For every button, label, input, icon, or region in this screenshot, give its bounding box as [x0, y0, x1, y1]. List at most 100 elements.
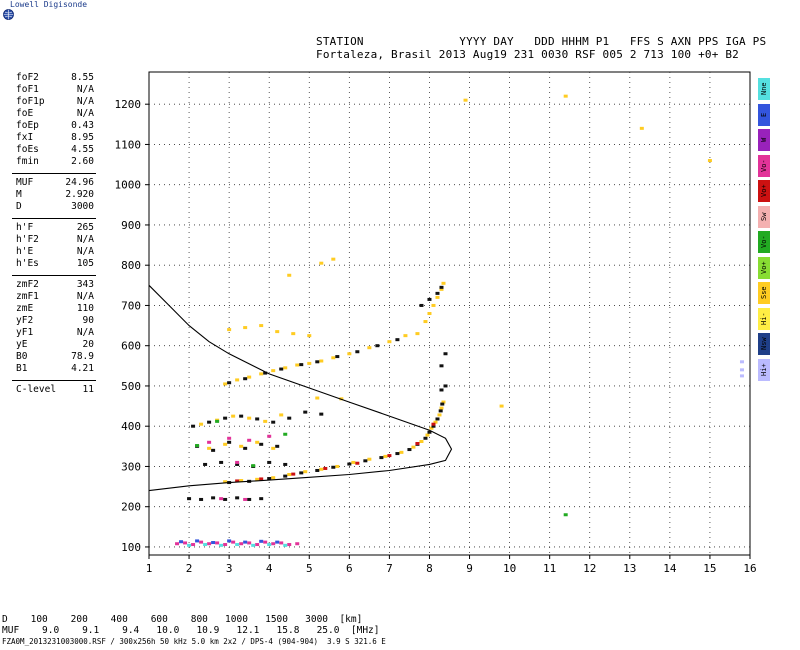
param-value: 105	[76, 258, 94, 269]
echo-mark	[187, 543, 192, 547]
echo-mark	[199, 422, 204, 426]
echo-mark	[215, 541, 220, 545]
echo-mark	[283, 543, 288, 547]
echo-mark	[259, 477, 264, 481]
echo-mark	[499, 404, 504, 408]
echo-mark	[255, 477, 260, 481]
param-row: fmin 2.60	[8, 156, 96, 168]
echo-mark	[211, 541, 216, 545]
echo-mark	[271, 476, 276, 480]
param-label: M	[16, 189, 22, 200]
echo-mark	[211, 496, 216, 500]
echo-mark	[199, 540, 204, 544]
echo-mark	[319, 467, 324, 471]
echo-mark	[235, 496, 240, 500]
echo-mark	[347, 352, 352, 356]
echo-mark	[303, 470, 308, 474]
param-label: zmE	[16, 303, 34, 314]
echo-mark	[283, 474, 288, 478]
param-label: zmF2	[16, 279, 39, 290]
x-tick-label: 11	[543, 562, 556, 575]
echo-mark	[295, 363, 300, 367]
echo-mark	[307, 334, 312, 338]
echo-mark	[331, 257, 336, 261]
echo-mark	[243, 446, 248, 450]
echo-mark	[299, 471, 304, 475]
echo-mark	[243, 326, 248, 330]
echo-mark	[279, 367, 284, 371]
echo-mark	[331, 465, 336, 469]
y-tick-label: 500	[121, 380, 141, 393]
echo-mark	[227, 436, 232, 440]
param-label: D	[16, 201, 22, 212]
echo-mark	[441, 281, 446, 285]
legend-item: Vo+	[758, 256, 770, 279]
echo-mark	[239, 414, 244, 418]
echo-mark	[207, 542, 212, 546]
param-value: 3000	[71, 201, 94, 212]
param-label: h'F	[16, 222, 34, 233]
y-tick-label: 300	[121, 460, 141, 473]
echo-mark	[419, 439, 424, 443]
y-tick-label: 200	[121, 501, 141, 514]
echo-mark	[291, 472, 296, 476]
echo-mark	[315, 468, 320, 472]
echo-mark	[219, 497, 224, 501]
echo-mark	[259, 372, 264, 376]
echo-mark	[223, 497, 228, 501]
param-row: B0 78.9	[8, 351, 96, 363]
echo-mark	[207, 420, 212, 424]
param-row: h'F 265	[8, 222, 96, 234]
echo-mark	[267, 434, 272, 438]
echo-mark	[207, 446, 212, 450]
param-row: C-level 11	[8, 384, 96, 396]
echo-mark	[403, 334, 408, 338]
x-tick-label: 4	[266, 562, 273, 575]
param-row: h'E N/A	[8, 246, 96, 258]
param-value: 78.9	[71, 351, 94, 362]
param-label: B1	[16, 363, 28, 374]
echo-mark	[431, 303, 436, 307]
header-line-2: Fortaleza, Brasil 2013 Aug19 231 0030 RS…	[316, 48, 739, 61]
param-label: foE	[16, 108, 34, 119]
legend-item: Sse	[758, 282, 770, 304]
echo-mark	[211, 448, 216, 452]
param-row: zmF1 N/A	[8, 291, 96, 303]
echo-mark	[247, 375, 252, 379]
x-tick-label: 8	[426, 562, 433, 575]
echo-mark	[431, 424, 436, 428]
echo-mark	[427, 312, 432, 315]
echo-mark	[283, 432, 288, 436]
echo-mark	[283, 366, 288, 370]
echo-mark	[433, 420, 438, 424]
param-row: zmE 110	[8, 303, 96, 315]
echo-mark	[379, 456, 384, 460]
echo-mark	[247, 541, 252, 545]
x-tick-label: 15	[703, 562, 716, 575]
param-label: foEs	[16, 144, 39, 155]
param-value: N/A	[76, 327, 94, 338]
echo-mark	[223, 416, 228, 420]
param-value: 20	[82, 339, 94, 350]
echo-mark	[439, 285, 444, 289]
echo-mark	[387, 454, 392, 458]
param-label: foF1	[16, 84, 39, 95]
echo-mark	[247, 438, 252, 442]
echo-mark	[415, 442, 420, 446]
param-row: MUF 24.96	[8, 177, 96, 189]
x-tick-label: 9	[466, 562, 473, 575]
legend-item: Vo+	[758, 180, 770, 202]
electron-density-profile	[148, 284, 453, 492]
echo-mark	[247, 497, 252, 501]
echo-mark	[299, 363, 304, 367]
legend-item: Sw	[758, 205, 770, 228]
echo-mark	[267, 460, 272, 464]
echo-mark	[435, 291, 440, 295]
echo-mark	[195, 444, 200, 448]
echo-mark	[231, 540, 236, 544]
echo-mark	[259, 497, 264, 501]
echo-mark	[707, 159, 712, 163]
param-row: foEp 0.43	[8, 120, 96, 132]
y-tick-label: 400	[121, 420, 141, 433]
param-label: foF1p	[16, 96, 45, 107]
